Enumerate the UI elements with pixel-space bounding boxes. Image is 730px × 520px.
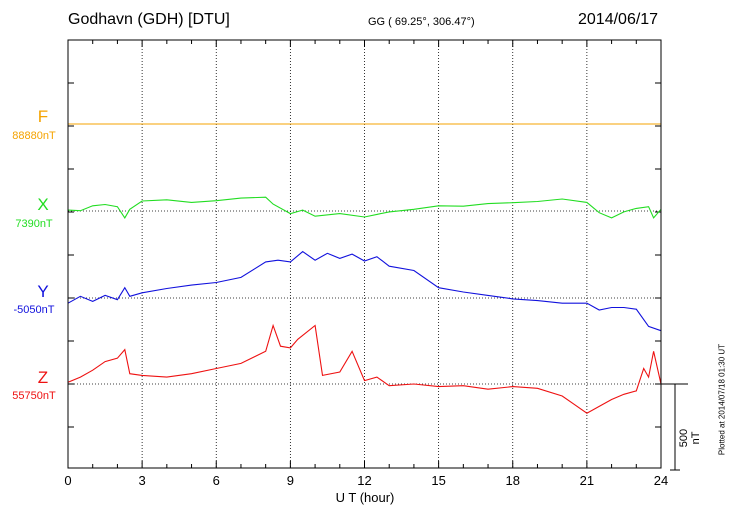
- coordinate-title: GG ( 69.25°, 306.47°): [368, 16, 475, 28]
- series-line-z: [67, 323, 662, 414]
- plotted-timestamp: Plotted at 2014/07/18 01:30 UT: [717, 343, 727, 456]
- series-base-y: -5050nT: [13, 304, 55, 316]
- grid-lines: [68, 40, 661, 468]
- series-name-y: Y: [37, 282, 49, 301]
- x-tick-label: 15: [431, 473, 446, 488]
- x-tick-label: 18: [505, 473, 520, 488]
- series-base-z: 55750nT: [12, 390, 56, 402]
- scale-bar-label: 500 nT: [678, 428, 702, 448]
- x-axis-label: U T (hour): [335, 490, 395, 505]
- station-title: Godhavn (GDH) [DTU]: [68, 11, 230, 28]
- series-line-y: [67, 250, 662, 332]
- date-title: 2014/06/17: [578, 11, 659, 28]
- x-tick-label: 12: [357, 473, 372, 488]
- series-base-x: 7390nT: [15, 218, 53, 230]
- series-lines: [67, 123, 662, 414]
- series-base-f: 88880nT: [12, 130, 56, 142]
- plot-frame: [67, 39, 662, 469]
- series-line-x: [67, 196, 662, 219]
- x-tick-label: 6: [212, 473, 220, 488]
- x-tick-label: 21: [579, 473, 595, 488]
- x-tick-label: 24: [653, 473, 669, 488]
- series-name-x: X: [37, 195, 49, 214]
- x-tick-label: 0: [64, 473, 72, 488]
- series-name-z: Z: [37, 368, 49, 387]
- series-name-f: F: [37, 107, 49, 126]
- x-tick-label: 9: [286, 473, 294, 488]
- x-tick-label: 3: [138, 473, 146, 488]
- scale-bar: [661, 383, 688, 471]
